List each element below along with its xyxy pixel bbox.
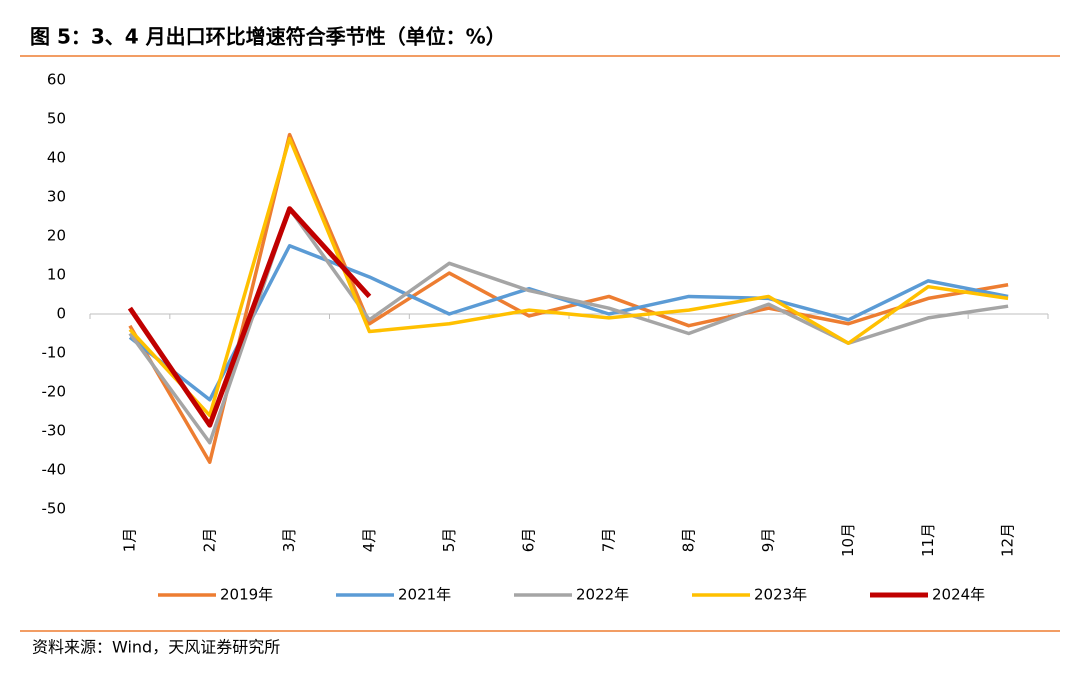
x-tick-label: 6月 <box>520 528 538 553</box>
x-tick-label: 4月 <box>360 528 378 553</box>
x-tick-label: 11月 <box>919 523 937 557</box>
x-tick-label: 3月 <box>280 528 298 553</box>
x-tick-label: 2月 <box>200 528 218 553</box>
legend-label: 2023年 <box>754 586 807 604</box>
x-tick-label: 12月 <box>999 523 1017 557</box>
legend-label: 2022年 <box>576 586 629 604</box>
x-tick-label: 1月 <box>120 528 138 553</box>
y-tick-label: -30 <box>42 422 67 440</box>
series-line <box>128 136 1009 418</box>
y-tick-label: 50 <box>47 110 66 128</box>
series-line <box>127 206 372 428</box>
y-tick-label: 30 <box>47 188 66 206</box>
y-tick-label: -50 <box>42 500 67 518</box>
source: 资料来源：Wind，天风证券研究所 <box>32 638 280 657</box>
y-tick-label: 60 <box>47 71 66 89</box>
x-tick-label: 9月 <box>759 528 777 553</box>
x-tick-label: 7月 <box>599 528 617 553</box>
y-tick-label: -20 <box>42 383 67 401</box>
y-tick-label: 10 <box>47 266 66 284</box>
chart-title: 图 5：3、4 月出口环比增速符合季节性（单位：%） <box>30 25 506 49</box>
x-tick-label: 8月 <box>679 528 697 553</box>
legend-label: 2021年 <box>398 586 451 604</box>
y-tick-label: 0 <box>56 305 66 323</box>
series-line <box>128 244 1009 402</box>
y-tick-label: 40 <box>47 149 66 167</box>
legend-label: 2024年 <box>932 586 985 604</box>
y-tick-label: 20 <box>47 227 66 245</box>
y-tick-label: -10 <box>42 344 67 362</box>
x-tick-label: 10月 <box>839 523 857 557</box>
legend-label: 2019年 <box>220 586 273 604</box>
y-tick-label: -40 <box>42 461 67 479</box>
x-tick-label: 5月 <box>440 528 458 553</box>
